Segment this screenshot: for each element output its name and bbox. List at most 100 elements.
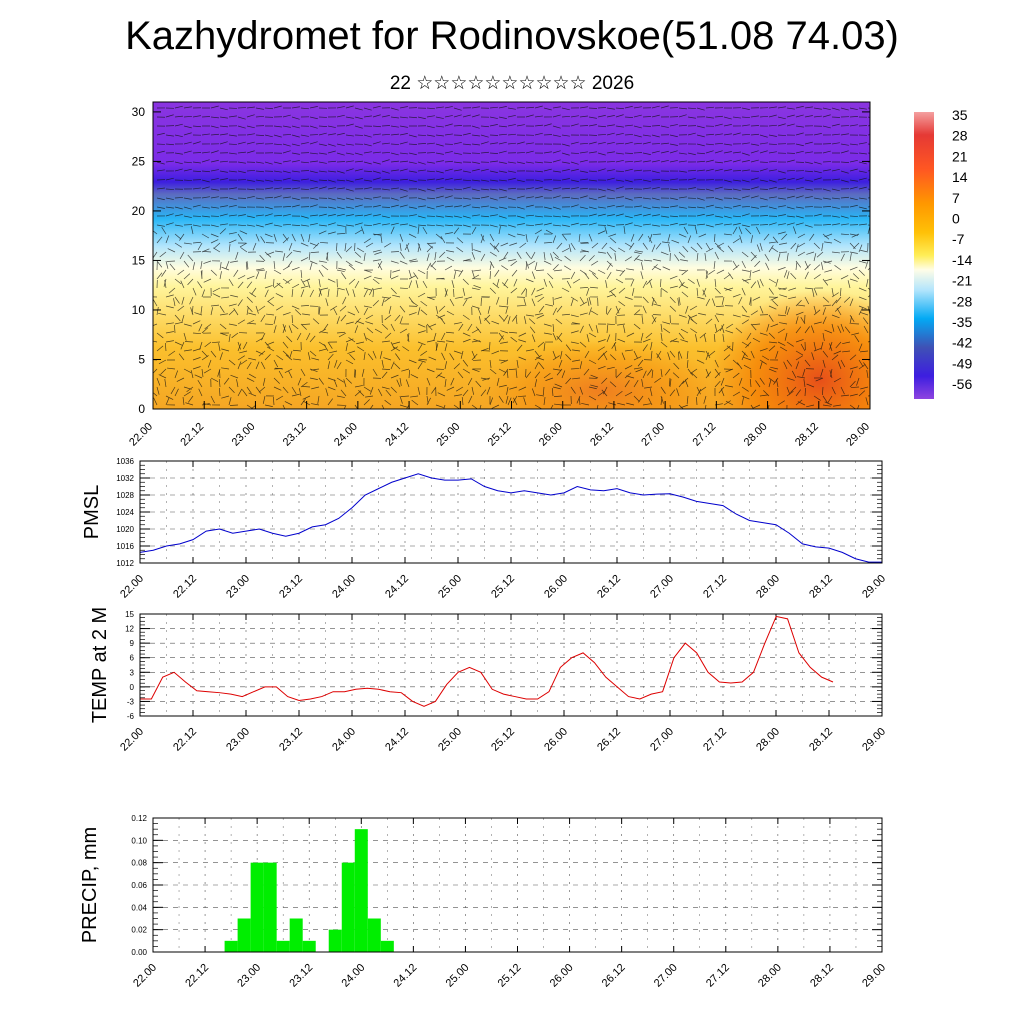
- wind-barb: [501, 265, 509, 271]
- wind-barb: [633, 134, 642, 138]
- wind-barb: [579, 287, 589, 289]
- wind-barb: [660, 125, 669, 128]
- wind-barb: [777, 267, 786, 271]
- wind-barb: [302, 278, 311, 283]
- wind-barb: [765, 262, 770, 271]
- wind-barb: [687, 132, 696, 136]
- wind-barb: [221, 266, 230, 271]
- wind-barb: [867, 152, 870, 154]
- wind-barb: [327, 214, 336, 217]
- wind-barb: [561, 152, 570, 156]
- wind-barb: [804, 161, 813, 164]
- wind-barb: [343, 379, 347, 388]
- wind-barb: [367, 353, 374, 361]
- wind-barb: [687, 116, 696, 119]
- wind-barb: [426, 188, 435, 192]
- wind-barb: [525, 187, 534, 190]
- wind-barb: [651, 186, 660, 190]
- wind-barb: [381, 323, 389, 330]
- wind-barb: [168, 350, 176, 356]
- wind-barb: [437, 392, 446, 397]
- wind-barb: [804, 326, 810, 334]
- wind-barb: [833, 404, 842, 407]
- wind-barb: [516, 141, 525, 145]
- wind-barb: [678, 296, 681, 305]
- wind-barb: [651, 114, 660, 118]
- wind-barb: [381, 296, 390, 299]
- wind-barb: [408, 179, 417, 183]
- wind-barb: [561, 143, 570, 147]
- wind-barb: [491, 320, 500, 325]
- wind-barb: [156, 197, 165, 201]
- wind-barb: [471, 328, 480, 334]
- wind-barb: [678, 350, 683, 359]
- wind-barb: [797, 401, 806, 406]
- wind-barb: [444, 265, 453, 271]
- wind-barb: [633, 224, 642, 227]
- wind-barb: [336, 132, 345, 136]
- wind-barb: [858, 170, 867, 173]
- wind-barb: [192, 115, 201, 118]
- wind-barb: [317, 395, 320, 404]
- wind-barb: [669, 275, 678, 280]
- wind-barb: [197, 242, 203, 251]
- wind-barb: [564, 265, 572, 271]
- wind-barb: [384, 296, 392, 302]
- wind-barb: [462, 359, 469, 367]
- wind-barb: [786, 177, 795, 181]
- wind-barb: [506, 386, 509, 395]
- wind-barb: [543, 241, 553, 244]
- wind-barb: [197, 281, 203, 289]
- wind-barb: [605, 305, 608, 314]
- wind-barb: [680, 284, 689, 289]
- wind-barb: [336, 395, 345, 398]
- wind-barb: [696, 152, 705, 155]
- x-tick-label: 22.00: [118, 573, 146, 601]
- wind-barb: [795, 316, 799, 325]
- wind-barb: [606, 177, 615, 181]
- wind-barb: [363, 179, 372, 182]
- wind-barb: [300, 257, 309, 262]
- wind-barb: [866, 278, 869, 287]
- wind-barb: [517, 395, 527, 397]
- wind-barb: [793, 226, 797, 235]
- wind-barb: [228, 152, 237, 155]
- wind-barb: [705, 159, 714, 163]
- wind-barb: [858, 206, 867, 210]
- wind-barb: [264, 285, 273, 289]
- wind-barb: [552, 134, 561, 137]
- wind-barb: [519, 242, 527, 249]
- wind-barb: [786, 390, 794, 397]
- wind-barb: [338, 267, 347, 271]
- wind-barb: [566, 280, 572, 289]
- wind-barb: [273, 125, 282, 128]
- wind-barb: [588, 213, 597, 217]
- wind-barb: [219, 223, 228, 226]
- wind-barb: [372, 161, 381, 165]
- wind-barb: [660, 332, 663, 341]
- wind-barb: [741, 287, 746, 296]
- wind-barb: [500, 341, 509, 344]
- wind-barb: [633, 395, 640, 403]
- wind-barb: [201, 206, 210, 209]
- wind-barb: [831, 178, 840, 181]
- wind-barb: [618, 287, 626, 294]
- wind-barb: [568, 244, 572, 253]
- wind-barb: [849, 316, 852, 325]
- wind-barb: [640, 332, 644, 341]
- wind-barb: [363, 107, 372, 111]
- wind-barb: [192, 366, 201, 370]
- wind-barb: [399, 305, 406, 313]
- wind-barb: [282, 341, 289, 349]
- wind-barb: [516, 305, 526, 307]
- wind-barb: [300, 233, 305, 242]
- wind-barb: [176, 377, 185, 382]
- wind-barb: [258, 305, 266, 311]
- wind-barb: [523, 298, 527, 307]
- wind-barb: [348, 337, 356, 343]
- wind-barb: [440, 235, 446, 244]
- wind-barb: [579, 159, 588, 163]
- wind-barb: [696, 253, 699, 262]
- wind-barb: [669, 160, 678, 163]
- wind-barb: [840, 359, 846, 368]
